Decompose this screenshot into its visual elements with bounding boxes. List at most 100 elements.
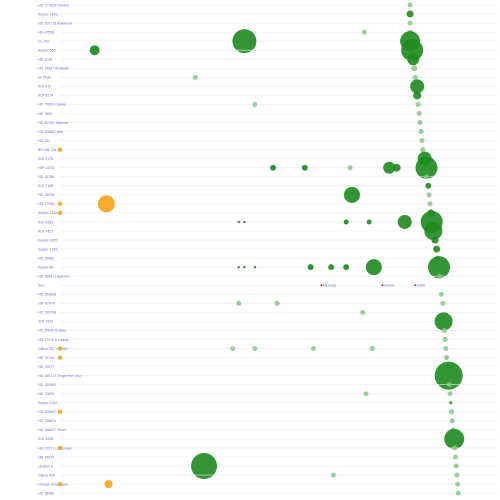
planet-bubble	[397, 214, 412, 229]
planet-bubble	[455, 481, 461, 487]
planet-bubble	[310, 346, 316, 352]
row-label: HD 14867 Amaletto	[38, 67, 69, 71]
planet-bubble	[243, 220, 246, 224]
host-star-marker	[57, 445, 63, 451]
planet-bubble	[343, 219, 349, 225]
row-label: nu Piski	[38, 76, 51, 80]
row-label: HD 209887	[38, 410, 56, 414]
solar-planet-marker	[381, 284, 384, 287]
planet-bubble	[437, 273, 443, 279]
planet-bubble	[438, 291, 444, 297]
planet-bubble	[413, 91, 422, 100]
planet-bubble	[369, 346, 375, 352]
planet-bubble	[407, 20, 413, 26]
row-label: HD 74876	[38, 455, 54, 459]
row-label: HD 38066	[38, 491, 54, 495]
row-label: HD 16788	[38, 175, 54, 179]
planet-bubble	[307, 264, 314, 271]
row-label: KOI 3175	[38, 157, 53, 161]
row-label: CL 763	[38, 39, 49, 43]
row-label: HD 70077	[38, 365, 54, 369]
row-label: HD 74887b	[38, 419, 56, 423]
planet-bubble	[455, 490, 461, 496]
row-label: KOI 972	[38, 85, 51, 89]
host-star-marker	[57, 210, 63, 216]
host-star-marker	[57, 346, 63, 351]
row-label: HD 331	[38, 139, 50, 143]
planet-bubble	[449, 418, 455, 424]
host-star-marker	[57, 409, 63, 414]
planet-bubble	[237, 265, 240, 269]
row-label: HD 77070 b Lissoli	[38, 338, 68, 342]
planet-bubble	[449, 409, 455, 415]
row-label: KOI 1928	[38, 437, 53, 441]
row-label: HD 27071 Lemonfalk	[38, 446, 72, 450]
planet-bubble	[274, 300, 280, 306]
row-label: HD 159868	[38, 293, 56, 297]
planet-bubble	[330, 472, 336, 478]
row-label: Gliese 357 Cir 354	[38, 347, 68, 351]
host-star-marker	[57, 481, 63, 487]
planet-bubble	[406, 10, 414, 18]
row-label: HD 200718 Bellwood	[38, 21, 72, 25]
row-label: Omega Sinjordanti	[38, 482, 68, 486]
planet-bubble	[347, 165, 353, 171]
planet-bubble	[236, 300, 242, 306]
row-label: HD 79748	[38, 356, 54, 360]
row-label: HD 30000 Buttoq	[38, 329, 66, 333]
planet-bubble	[424, 222, 443, 240]
planet-bubble	[252, 346, 258, 352]
planet-bubble	[415, 101, 421, 107]
row-label: BD+48 738	[38, 148, 56, 152]
row-label: Kepler-80	[38, 265, 54, 269]
planet-bubble	[407, 2, 413, 8]
host-star-bubble	[104, 480, 113, 489]
planet-bubble	[423, 174, 429, 180]
row-label: HIP 14703	[38, 166, 55, 170]
row-label: Kepler-1634	[38, 211, 58, 215]
planet-bubble	[415, 156, 438, 179]
planet-bubble	[426, 192, 432, 198]
row-label: HD 200208	[38, 311, 56, 315]
planet-bubble	[343, 186, 360, 203]
row-label: HD 1138	[38, 58, 52, 62]
planet-bubble	[252, 101, 258, 107]
planet-bubble	[328, 264, 335, 271]
solar-planet-label: Venus	[384, 283, 394, 287]
planet-bubble	[412, 74, 418, 80]
planet-bubble	[407, 53, 420, 66]
planet-bubble	[431, 236, 439, 244]
row-label: HD 72826	[38, 392, 54, 396]
planet-bubble	[433, 245, 441, 253]
planet-bubble	[443, 346, 449, 352]
row-label: Upsilon 9	[38, 464, 53, 468]
row-label: Kepler-1924	[38, 247, 58, 251]
planet-bubble	[419, 138, 425, 144]
host-star-marker	[57, 201, 63, 207]
row-label: HD 190717 Finger the Shu	[38, 374, 81, 378]
row-label: Kepler-553	[38, 49, 56, 53]
planet-bubble	[343, 264, 350, 271]
solar-planet-label: Mercury	[323, 283, 336, 287]
planet-bubble	[253, 265, 257, 269]
planet-bubble	[420, 147, 426, 153]
planet-bubble	[363, 391, 369, 397]
row-label: HD 77908	[38, 202, 54, 206]
planet-bubble	[416, 110, 422, 116]
planet-bubble	[89, 45, 100, 56]
host-star-marker	[57, 147, 63, 152]
solar-planet-marker	[414, 284, 417, 287]
planet-bubble	[447, 391, 453, 397]
row-label: HIP 67074	[38, 302, 55, 306]
row-label: HD 7800	[38, 112, 52, 116]
row-label: Sun	[38, 284, 44, 288]
row-label: Kepler-1042	[38, 401, 58, 405]
planet-bubble	[452, 445, 458, 451]
row-label: HD 18436	[38, 193, 54, 197]
planet-bubble	[434, 361, 463, 390]
host-star-marker	[57, 355, 63, 360]
planet-bubble	[417, 120, 423, 126]
row-label: Kepler-1606	[38, 12, 58, 16]
